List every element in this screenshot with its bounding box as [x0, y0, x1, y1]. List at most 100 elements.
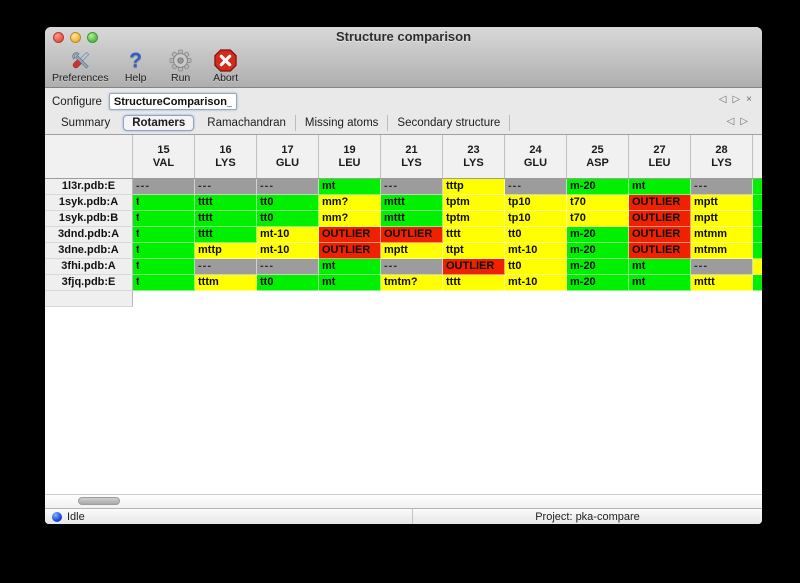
rotamer-cell[interactable]: ---: [505, 179, 567, 195]
rotamer-cell[interactable]: ---: [381, 179, 443, 195]
horizontal-scrollbar-thumb[interactable]: [78, 497, 120, 505]
minimize-window-button[interactable]: [70, 32, 81, 43]
rotamer-cell[interactable]: t70: [567, 195, 629, 211]
prev-tab-button[interactable]: ◁: [726, 116, 735, 127]
rotamer-cell[interactable]: tmtm?: [381, 275, 443, 291]
rotamer-cell[interactable]: OUTLIER: [629, 195, 691, 211]
rotamer-cell[interactable]: tt0: [257, 195, 319, 211]
rotamer-cell[interactable]: mptt: [691, 211, 753, 227]
close-window-button[interactable]: [53, 32, 64, 43]
rotamer-cell[interactable]: OUTLIER: [381, 227, 443, 243]
rotamer-cell[interactable]: m-20: [567, 243, 629, 259]
rotamer-cell[interactable]: [753, 179, 762, 195]
rotamer-cell[interactable]: m-20: [567, 227, 629, 243]
zoom-window-button[interactable]: [87, 32, 98, 43]
rotamer-cell[interactable]: mttt: [381, 211, 443, 227]
rotamer-cell[interactable]: mt: [629, 179, 691, 195]
rotamer-cell[interactable]: mptt: [381, 243, 443, 259]
rotamer-cell[interactable]: tttt: [443, 275, 505, 291]
rotamer-cell[interactable]: [753, 227, 762, 243]
rotamer-cell[interactable]: ---: [691, 179, 753, 195]
rotamer-cell[interactable]: tt0: [257, 275, 319, 291]
rotamer-cell[interactable]: ---: [195, 179, 257, 195]
rotamer-cell[interactable]: mt: [319, 179, 381, 195]
rotamer-cell[interactable]: tt0: [505, 259, 567, 275]
rotamer-cell[interactable]: m-20: [567, 259, 629, 275]
rotamer-cell[interactable]: mt: [629, 259, 691, 275]
horizontal-scrollbar[interactable]: [45, 494, 762, 508]
rotamer-cell[interactable]: tttt: [443, 227, 505, 243]
rotamer-cell[interactable]: t: [133, 275, 195, 291]
rotamer-cell[interactable]: OUTLIER: [629, 243, 691, 259]
rotamer-cell[interactable]: tptm: [443, 211, 505, 227]
rotamer-cell[interactable]: ---: [257, 259, 319, 275]
next-tab-button[interactable]: ▷: [740, 116, 748, 127]
rotamer-cell[interactable]: tttt: [195, 211, 257, 227]
run-button[interactable]: Run: [163, 48, 199, 84]
rotamer-cell[interactable]: [753, 195, 762, 211]
rotamer-cell[interactable]: [753, 243, 762, 259]
rotamer-cell[interactable]: mtmm: [691, 243, 753, 259]
rotamer-cell[interactable]: mt-10: [505, 275, 567, 291]
rotamer-cell[interactable]: [753, 275, 762, 291]
rotamer-cell[interactable]: ---: [133, 179, 195, 195]
rotamer-cell[interactable]: [753, 259, 762, 275]
rotamer-cell[interactable]: mm?: [319, 195, 381, 211]
rotamer-cell[interactable]: tttm: [195, 275, 257, 291]
row-header-1syk[interactable]: 1syk.pdb:A: [45, 195, 133, 211]
rotamer-cell[interactable]: mt-10: [505, 243, 567, 259]
rotamer-cell[interactable]: mtmm: [691, 227, 753, 243]
rotamer-cell[interactable]: tttt: [195, 195, 257, 211]
close-configuration-button[interactable]: ×: [746, 94, 752, 105]
rotamer-cell[interactable]: tp10: [505, 195, 567, 211]
rotamer-cell[interactable]: t70: [567, 211, 629, 227]
rotamer-cell[interactable]: ---: [257, 179, 319, 195]
row-header-3dnd[interactable]: 3dnd.pdb:A: [45, 227, 133, 243]
rotamer-cell[interactable]: t: [133, 211, 195, 227]
rotamer-cell[interactable]: mttt: [691, 275, 753, 291]
rotamer-cell[interactable]: mt: [629, 275, 691, 291]
rotamer-cell[interactable]: mttt: [381, 195, 443, 211]
rotamer-cell[interactable]: mt-10: [257, 243, 319, 259]
tab-summary[interactable]: Summary: [61, 117, 111, 129]
tab-rotamers[interactable]: Rotamers: [123, 115, 195, 131]
rotamer-cell[interactable]: m-20: [567, 275, 629, 291]
rotamer-cell[interactable]: t: [133, 243, 195, 259]
abort-button[interactable]: Abort: [208, 48, 244, 84]
rotamer-cell[interactable]: mm?: [319, 211, 381, 227]
rotamer-cell[interactable]: mt: [319, 259, 381, 275]
rotamer-cell[interactable]: t: [133, 195, 195, 211]
rotamer-cell[interactable]: t: [133, 227, 195, 243]
rotamer-cell[interactable]: mttp: [195, 243, 257, 259]
rotamer-cell[interactable]: tp10: [505, 211, 567, 227]
rotamer-cell[interactable]: [753, 211, 762, 227]
rotamer-cell[interactable]: OUTLIER: [443, 259, 505, 275]
rotamer-cell[interactable]: ttpt: [443, 243, 505, 259]
tab-ramachandran[interactable]: Ramachandran: [198, 115, 296, 131]
row-header-1l3r[interactable]: 1l3r.pdb:E: [45, 179, 133, 195]
rotamer-cell[interactable]: OUTLIER: [629, 227, 691, 243]
next-configuration-button[interactable]: ▷: [732, 94, 741, 105]
rotamer-cell[interactable]: OUTLIER: [319, 227, 381, 243]
rotamer-cell[interactable]: OUTLIER: [319, 243, 381, 259]
prev-configuration-button[interactable]: ◁: [718, 94, 727, 105]
row-header-3dne[interactable]: 3dne.pdb:A: [45, 243, 133, 259]
rotamer-cell[interactable]: tttp: [443, 179, 505, 195]
rotamer-cell[interactable]: tptm: [443, 195, 505, 211]
configure-name-input[interactable]: [108, 93, 237, 110]
rotamer-cell[interactable]: mt-10: [257, 227, 319, 243]
rotamer-cell[interactable]: mptt: [691, 195, 753, 211]
row-header-3fhi[interactable]: 3fhi.pdb:A: [45, 259, 133, 275]
rotamer-cell[interactable]: mt: [319, 275, 381, 291]
rotamer-cell[interactable]: tt0: [257, 211, 319, 227]
tab-secondary-structure[interactable]: Secondary structure: [388, 115, 511, 131]
rotamer-cell[interactable]: ---: [195, 259, 257, 275]
rotamer-cell[interactable]: ---: [691, 259, 753, 275]
rotamer-cell[interactable]: m-20: [567, 179, 629, 195]
preferences-button[interactable]: Preferences: [52, 48, 109, 84]
row-header-1syk[interactable]: 1syk.pdb:B: [45, 211, 133, 227]
rotamer-cell[interactable]: tt0: [505, 227, 567, 243]
rotamer-cell[interactable]: OUTLIER: [629, 211, 691, 227]
rotamer-cell[interactable]: ---: [381, 259, 443, 275]
rotamer-cell[interactable]: t: [133, 259, 195, 275]
